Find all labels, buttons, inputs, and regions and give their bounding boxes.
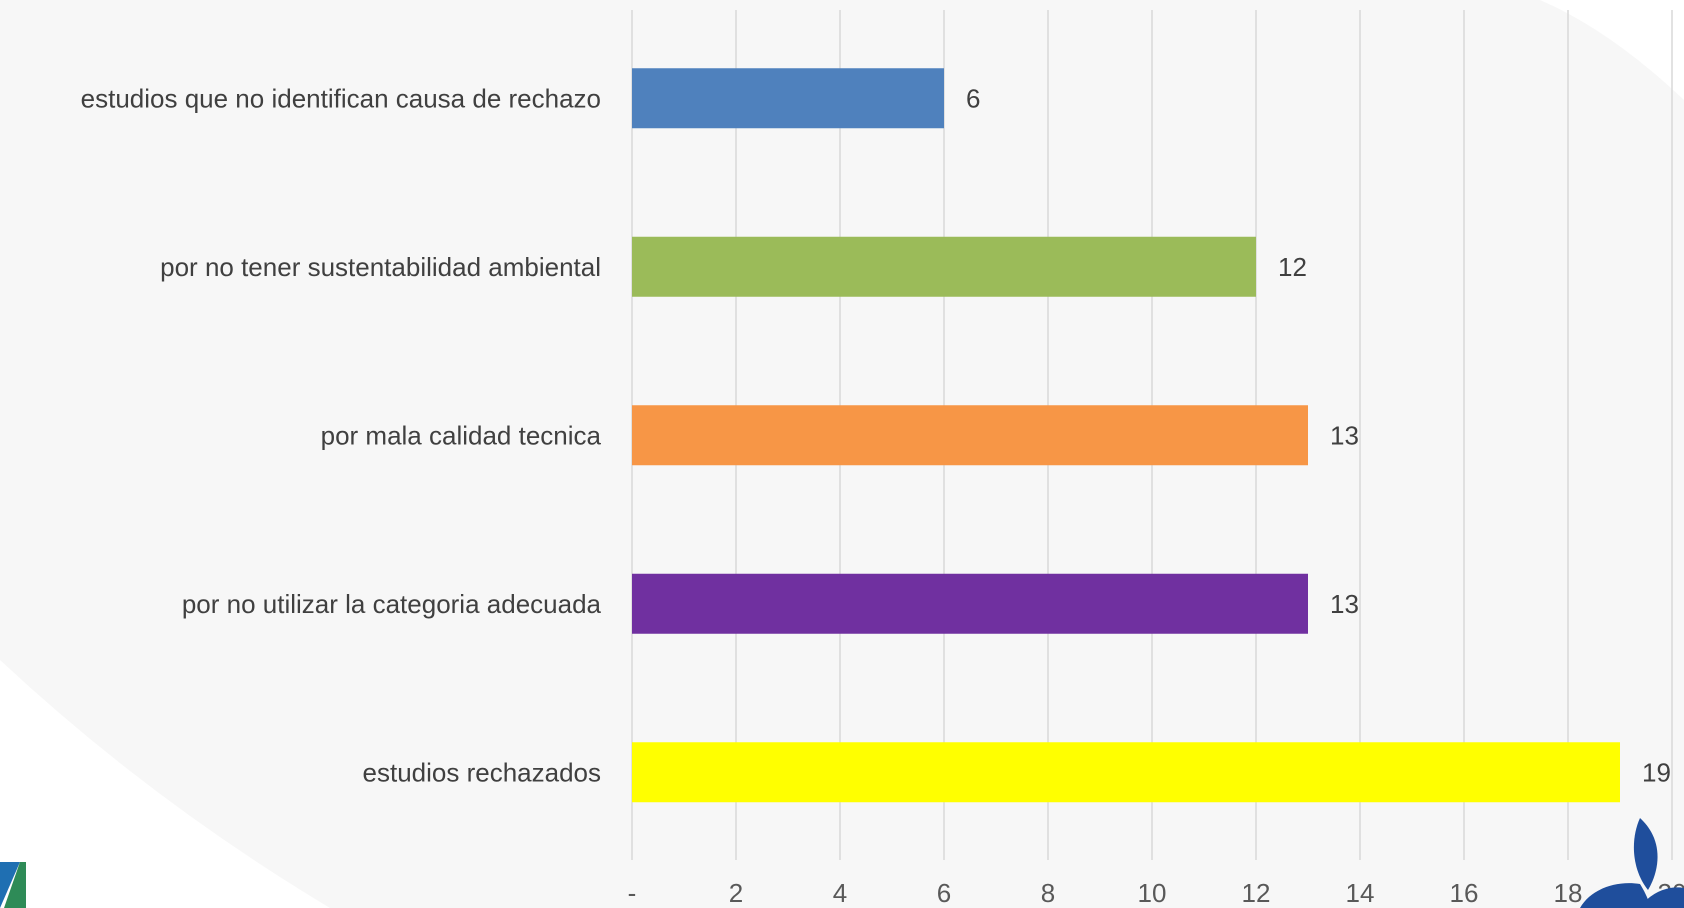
x-tick-label: 14 <box>1346 878 1375 908</box>
x-tick-label: 16 <box>1450 878 1479 908</box>
x-tick-label: 6 <box>937 878 951 908</box>
category-label: estudios rechazados <box>363 757 601 787</box>
x-tick-label: - <box>628 878 637 908</box>
logo-mark-right <box>1580 818 1684 908</box>
bars <box>632 68 1620 803</box>
x-tick-label: 18 <box>1554 878 1583 908</box>
category-label: por no utilizar la categoria adecuada <box>182 589 602 619</box>
bar <box>632 236 1256 297</box>
data-label: 12 <box>1278 252 1307 282</box>
data-label: 13 <box>1330 589 1359 619</box>
x-tick-label: 10 <box>1138 878 1167 908</box>
data-label: 6 <box>966 83 980 113</box>
data-label: 13 <box>1330 420 1359 450</box>
category-labels: estudios que no identifican causa de rec… <box>81 83 602 787</box>
category-label: estudios que no identifican causa de rec… <box>81 83 601 113</box>
bar <box>632 68 944 129</box>
bar <box>632 742 1620 803</box>
data-label: 19 <box>1642 757 1671 787</box>
logo-mark-left <box>0 862 26 908</box>
bar <box>632 573 1308 634</box>
x-tick-label: 12 <box>1242 878 1271 908</box>
category-label: por no tener sustentabilidad ambiental <box>160 252 601 282</box>
data-labels: 6 12 13 13 19 <box>966 83 1671 787</box>
x-tick-label: 4 <box>833 878 847 908</box>
x-tick-label: 8 <box>1041 878 1055 908</box>
bar <box>632 405 1308 466</box>
x-tick-label: 2 <box>729 878 743 908</box>
category-label: por mala calidad tecnica <box>321 420 602 450</box>
